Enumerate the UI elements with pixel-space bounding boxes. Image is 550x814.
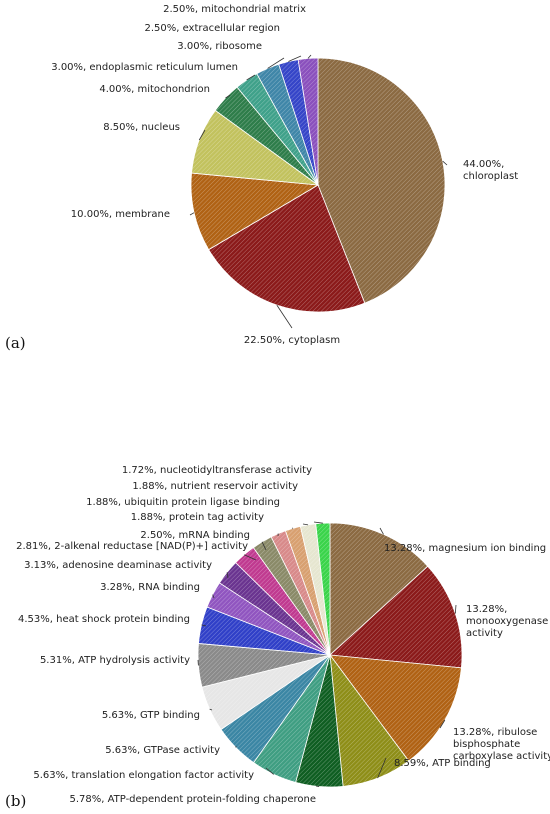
pie-a-label-0: 44.00%, chloroplast — [463, 159, 518, 182]
pie-b-label-3: 8.59%, ATP binding — [394, 758, 491, 769]
pie-a-label-6: 3.00%, ribosome — [177, 41, 262, 52]
pie-a-slice-hatch-6 — [256, 64, 318, 185]
pie-a-leader-7 — [288, 55, 302, 62]
pie-b-slice-hatch-3 — [330, 655, 409, 787]
pie-b-slice-hatch-4 — [295, 655, 344, 787]
pie-b-label-4: 5.78%, ATP-dependent protein-folding cha… — [69, 794, 316, 805]
pie-b-slice-hatch-5 — [253, 655, 330, 783]
pie-b-leader-9 — [201, 624, 207, 627]
pie-b-label-17: 1.72%, nucleotidyltransferase activity — [122, 465, 312, 476]
pie-a-label-2: 10.00%, membrane — [71, 209, 170, 220]
pie-a-label-4: 4.00%, mitochondrion — [99, 84, 210, 95]
pie-b-label-14: 1.88%, protein tag activity — [131, 512, 264, 523]
pie-b-label-6: 5.63%, GTPase activity — [105, 745, 220, 756]
pie-b-slice-hatch-2 — [330, 655, 462, 761]
pie-b-label-8: 5.31%, ATP hydrolysis activity — [40, 655, 190, 666]
pie-b-slice-hatch-6 — [221, 655, 330, 763]
pie-b-slice-hatch-1 — [330, 566, 462, 668]
pie-chart-b: 13.28%, magnesium ion binding 13.28%, mono… — [16, 465, 550, 805]
pie-a-label-3: 8.50%, nucleus — [103, 122, 180, 133]
pie-b-leader-13 — [261, 541, 267, 551]
pie-b-label-10: 3.28%, RNA binding — [100, 582, 200, 593]
pie-b-leader-2 — [439, 719, 446, 729]
pie-b-slice-hatch-10 — [207, 582, 330, 655]
pie-b-leader-11 — [226, 572, 229, 579]
pie-b-leader-1 — [454, 604, 457, 614]
pie-b-slice-hatch-15 — [285, 526, 330, 655]
pie-b-leader-17 — [313, 521, 323, 524]
pie-b-leader-5 — [265, 767, 274, 775]
pie-a-leader-5 — [246, 74, 256, 81]
pie-b-leader-10 — [212, 594, 215, 599]
pie-b-slice-hatch-12 — [235, 547, 330, 655]
pie-a-slice-hatch-0 — [318, 58, 445, 304]
pie-b-leader-16 — [302, 523, 309, 526]
pie-b-slice-hatch-14 — [271, 530, 330, 655]
pie-a-leader-2 — [189, 212, 195, 216]
pie-b-slice-hatch-13 — [253, 536, 330, 655]
pie-a-slice-hatch-8 — [298, 57, 318, 185]
pie-a-leader-4 — [225, 94, 231, 99]
pie-b-slice-hatch-16 — [300, 523, 330, 655]
pie-a-slice-hatch-4 — [215, 87, 318, 185]
pie-a-leader-8 — [307, 54, 312, 59]
pie-b-label-0: 13.28%, magnesium ion binding — [384, 543, 546, 554]
pie-a-slice-hatch-2 — [190, 173, 318, 250]
pie-b-slice-hatch-17 — [315, 523, 330, 655]
pie-a-label-5: 3.00%, endoplasmic reticulum lumen — [51, 62, 238, 73]
pie-b-leader-12 — [244, 554, 257, 561]
pie-a-slice-hatch-7 — [278, 59, 318, 186]
panel-label-a: (a) — [5, 334, 26, 352]
pie-a-label-8: 2.50%, mitochondrial matrix — [163, 4, 306, 15]
pie-a-leader-0 — [442, 160, 448, 166]
pie-a-slice-hatch-1 — [208, 185, 365, 312]
pie-b-leader-3 — [377, 757, 387, 779]
pie-b-label-11: 3.13%, adenosine deaminase activity — [24, 560, 212, 571]
pie-b-label-16: 1.88%, nutrient reservoir activity — [132, 481, 298, 492]
pie-b-leader-4 — [315, 785, 320, 787]
pie-b-label-5: 5.63%, translation elongation factor act… — [33, 770, 254, 781]
pie-b-leader-7 — [209, 708, 213, 711]
pie-b-slice-hatch-9 — [198, 607, 330, 655]
pie-a-slice-hatch-3 — [191, 110, 318, 185]
pie-a-leader-3 — [198, 129, 206, 141]
pie-b-label-13: 2.50%, mRNA binding — [140, 530, 250, 541]
pie-b-slice-hatch-11 — [219, 562, 330, 655]
pie-b-label-1: 13.28%, monooxygenase activity — [466, 604, 548, 639]
pie-a-leader-1 — [276, 304, 293, 329]
pie-b-slice-hatch-0 — [330, 523, 428, 655]
pie-b-label-7: 5.63%, GTP binding — [102, 710, 200, 721]
pie-b-slice-hatch-7 — [201, 655, 330, 730]
panel-label-b: (b) — [5, 792, 26, 810]
pie-a-slice-hatch-5 — [237, 73, 318, 185]
pie-chart-a: 44.00%, chloroplast 22.50%, cytoplasm 10.00… — [51, 4, 518, 346]
pie-b-label-9: 4.53%, heat shock protein binding — [18, 614, 190, 625]
pie-a-label-7: 2.50%, extracellular region — [144, 23, 280, 34]
pie-a-label-1: 22.50%, cytoplasm — [244, 335, 340, 346]
pie-b-label-15: 1.88%, ubiquitin protein ligase binding — [86, 497, 280, 508]
pie-a-leader-6 — [267, 57, 285, 69]
pie-b-label-2: 13.28%, ribulose bisphosphate carboxylase … — [453, 727, 550, 762]
pie-b-slice-hatch-8 — [198, 643, 330, 688]
pie-b-label-12: 2.81%, 2-alkenal reductase [NAD(P)+] act… — [16, 541, 248, 552]
pie-b-leader-0 — [379, 527, 384, 535]
